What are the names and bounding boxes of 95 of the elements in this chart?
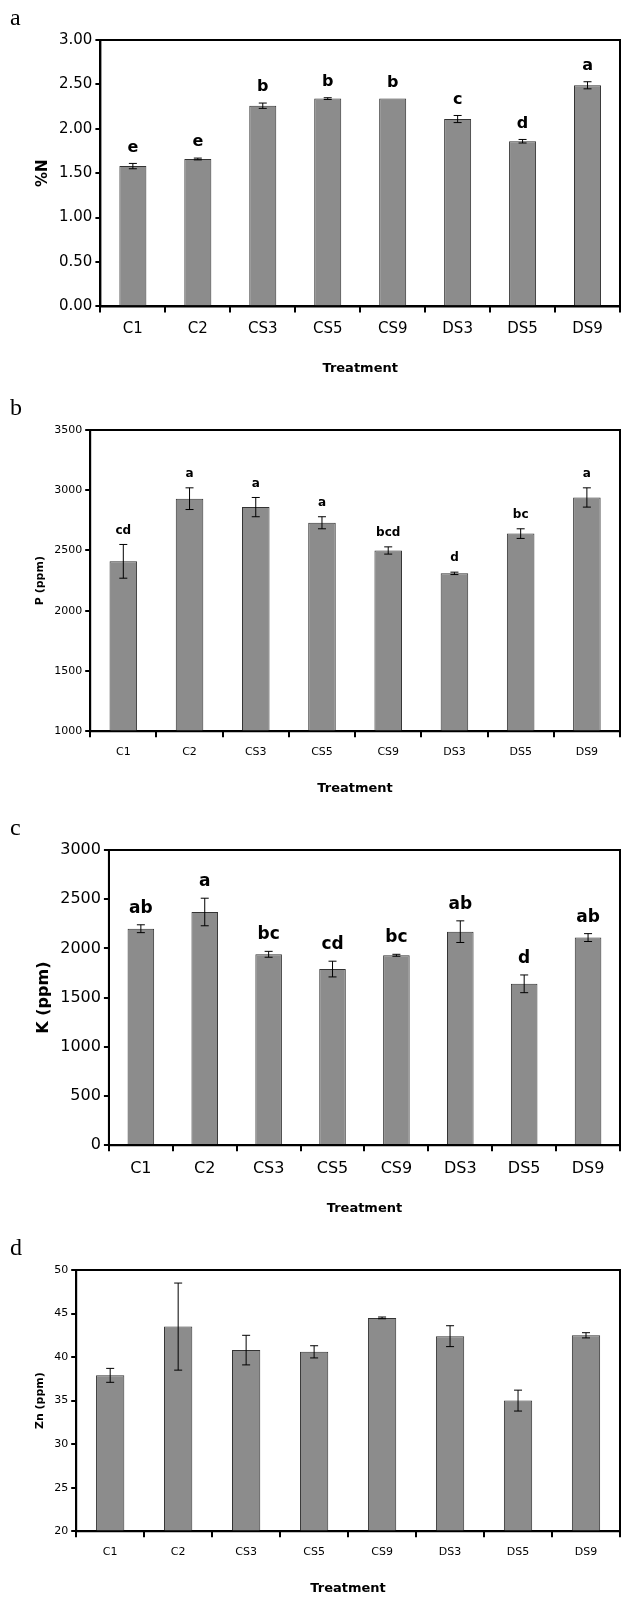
x-axis-title: Treatment: [317, 779, 393, 795]
x-tick-label: DS5: [507, 319, 538, 338]
annotation: ab: [576, 905, 600, 926]
y-tick-label: 500: [70, 1085, 101, 1105]
y-tick-label: 1500: [60, 986, 101, 1006]
x-tick-label: C1: [122, 319, 143, 338]
x-tick-label: C1: [115, 744, 131, 758]
x-tick-label: C2: [194, 1157, 216, 1177]
x-axis-title: Treatment: [326, 1199, 403, 1215]
x-tick-label: CS9: [377, 319, 408, 338]
x-axis-title: Treatment: [322, 359, 398, 375]
x-tick-label: DS3: [443, 744, 466, 758]
x-tick-label: CS9: [377, 744, 400, 758]
x-tick-label: CS9: [371, 1544, 393, 1558]
y-tick-label: 40: [54, 1349, 69, 1363]
annotation: bc: [512, 506, 529, 521]
annotation: d: [518, 946, 531, 967]
annotation: b: [322, 70, 334, 90]
annotation: ab: [448, 892, 473, 913]
y-tick-label: 2000: [54, 603, 83, 617]
x-tick-label: DS9: [574, 1544, 598, 1558]
x-tick-label: C2: [187, 319, 208, 338]
x-tick-label: CS3: [248, 319, 278, 338]
x-tick-label: DS9: [572, 319, 603, 338]
annotation: b: [386, 71, 399, 91]
annotation: c: [452, 88, 463, 108]
annotation: cd: [115, 522, 132, 537]
y-tick-label: 30: [54, 1436, 69, 1450]
y-tick-label: 2000: [60, 937, 101, 957]
annotation: e: [127, 136, 139, 156]
y-axis-title: Zn (ppm): [33, 1372, 47, 1430]
x-tick-label: C1: [102, 1544, 118, 1558]
annotation: d: [516, 112, 529, 132]
y-tick-label: 25: [54, 1480, 69, 1494]
y-tick-label: 2500: [54, 543, 83, 557]
y-tick-label: 3000: [54, 483, 83, 497]
annotation: a: [199, 870, 211, 891]
x-tick-label: CS5: [303, 1544, 325, 1558]
x-tick-label: CS5: [316, 1157, 349, 1177]
annotation: b: [257, 76, 269, 96]
x-tick-label: DS5: [506, 1544, 530, 1558]
x-tick-label: DS9: [571, 1157, 605, 1177]
x-tick-label: DS3: [443, 1157, 477, 1177]
x-tick-label: DS5: [507, 1157, 541, 1177]
x-axis-title: Treatment: [310, 1579, 386, 1595]
y-tick-label: 1000: [54, 724, 83, 738]
annotation: a: [582, 54, 593, 74]
y-tick-label: 50: [54, 1262, 69, 1276]
annotation: a: [251, 475, 260, 490]
x-tick-label: CS3: [235, 1544, 257, 1558]
annotation: a: [185, 465, 194, 480]
annotation: a: [582, 465, 591, 480]
y-tick-label: 1500: [54, 663, 83, 677]
y-axis-title: K (ppm): [32, 961, 52, 1034]
y-tick-label: 45: [54, 1306, 69, 1320]
chart-title: d: [10, 1234, 22, 1261]
x-tick-label: CS3: [244, 744, 267, 758]
y-tick-label: 35: [54, 1393, 69, 1407]
chart-title: a: [10, 4, 21, 31]
x-tick-label: DS3: [442, 319, 473, 338]
x-tick-label: C2: [170, 1544, 186, 1558]
x-tick-label: C1: [130, 1157, 152, 1177]
annotation: e: [192, 131, 204, 151]
y-tick-label: 3500: [54, 422, 83, 436]
y-tick-label: 20: [54, 1524, 69, 1538]
y-tick-label: 2.00: [58, 118, 93, 137]
annotation: a: [317, 494, 327, 509]
y-axis-title: %N: [32, 159, 51, 187]
x-tick-label: DS9: [575, 744, 599, 758]
y-tick-label: 0: [90, 1134, 101, 1154]
y-tick-label: 0.50: [58, 251, 93, 270]
x-tick-label: CS3: [252, 1157, 285, 1177]
y-tick-label: 1.50: [58, 163, 93, 182]
x-tick-label: CS5: [312, 319, 343, 338]
x-tick-label: CS9: [380, 1157, 413, 1177]
chart-title: c: [10, 814, 21, 841]
annotation: ab: [129, 896, 153, 917]
y-axis-title: P (ppm): [33, 556, 47, 606]
annotation: bc: [385, 926, 408, 947]
y-tick-label: 3.00: [58, 29, 93, 48]
y-tick-label: 2500: [60, 888, 101, 908]
annotation: bc: [257, 923, 280, 944]
y-tick-label: 2.50: [58, 74, 93, 93]
annotation: d: [450, 550, 459, 565]
y-tick-label: 3000: [60, 839, 101, 859]
y-tick-label: 0.00: [58, 296, 93, 315]
x-tick-label: DS5: [509, 744, 532, 758]
x-tick-label: CS5: [311, 744, 333, 758]
annotation: bcd: [376, 524, 401, 539]
annotation: cd: [321, 933, 344, 954]
y-tick-label: 1000: [60, 1035, 101, 1055]
x-tick-label: DS3: [438, 1544, 462, 1558]
chart-title: b: [10, 394, 22, 421]
x-tick-label: C2: [182, 744, 197, 758]
y-tick-label: 1.00: [58, 207, 93, 226]
